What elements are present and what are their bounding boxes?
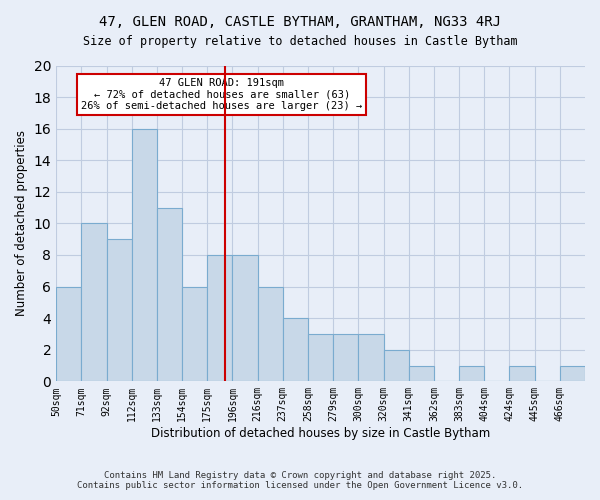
Bar <box>333 334 358 382</box>
Bar <box>509 366 535 382</box>
Y-axis label: Number of detached properties: Number of detached properties <box>15 130 28 316</box>
Bar <box>107 239 132 382</box>
Text: Size of property relative to detached houses in Castle Bytham: Size of property relative to detached ho… <box>83 35 517 48</box>
Text: 47 GLEN ROAD: 191sqm
← 72% of detached houses are smaller (63)
26% of semi-detac: 47 GLEN ROAD: 191sqm ← 72% of detached h… <box>81 78 362 112</box>
Text: Contains HM Land Registry data © Crown copyright and database right 2025.
Contai: Contains HM Land Registry data © Crown c… <box>77 470 523 490</box>
Bar <box>308 334 333 382</box>
Bar <box>207 255 232 382</box>
Bar <box>56 286 82 382</box>
Bar <box>358 334 383 382</box>
Bar <box>157 208 182 382</box>
Bar <box>132 128 157 382</box>
Bar <box>409 366 434 382</box>
Bar <box>232 255 257 382</box>
Bar <box>82 224 107 382</box>
Bar <box>182 286 207 382</box>
Bar <box>560 366 585 382</box>
Bar <box>459 366 484 382</box>
Text: 47, GLEN ROAD, CASTLE BYTHAM, GRANTHAM, NG33 4RJ: 47, GLEN ROAD, CASTLE BYTHAM, GRANTHAM, … <box>99 15 501 29</box>
X-axis label: Distribution of detached houses by size in Castle Bytham: Distribution of detached houses by size … <box>151 427 490 440</box>
Bar <box>257 286 283 382</box>
Bar <box>283 318 308 382</box>
Bar <box>383 350 409 382</box>
